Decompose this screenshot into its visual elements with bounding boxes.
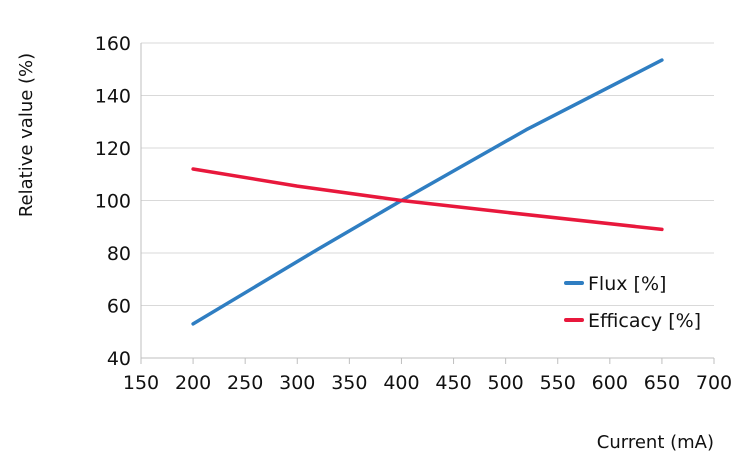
y-tick-label-120: 120: [95, 138, 131, 160]
legend-label-efficacy: Efficacy [%]: [588, 310, 701, 332]
x-tick-label-450: 450: [435, 372, 471, 394]
legend: Flux [%] Efficacy [%]: [564, 273, 701, 332]
y-tick-label-80: 80: [107, 243, 131, 265]
x-tick-label-400: 400: [383, 372, 419, 394]
tick-labels: 40 60 80 100 120 140 160 150 200 250 300 350 400 450 5…: [95, 33, 732, 394]
series-line-efficacy: [191, 167, 664, 232]
x-tick-label-700: 700: [696, 372, 732, 394]
y-tick-label-60: 60: [107, 296, 131, 318]
y-tick-label-40: 40: [107, 348, 131, 370]
axes: [140, 43, 715, 364]
y-tick-label-100: 100: [95, 191, 131, 213]
series: [191, 58, 664, 326]
gridlines: [141, 42, 714, 306]
x-tick-label-250: 250: [227, 372, 263, 394]
x-tick-label-350: 350: [331, 372, 367, 394]
x-tick-label-200: 200: [175, 372, 211, 394]
y-axis-title: Relative value (%): [16, 53, 37, 217]
y-tick-label-140: 140: [95, 86, 131, 108]
x-axis-title: Current (mA): [597, 432, 714, 453]
x-tick-label-500: 500: [488, 372, 524, 394]
legend-label-flux: Flux [%]: [588, 273, 666, 295]
x-tick-label-150: 150: [123, 372, 159, 394]
x-tick-label-300: 300: [279, 372, 315, 394]
x-tick-label-650: 650: [644, 372, 680, 394]
y-tick-label-160: 160: [95, 33, 131, 55]
x-tick-label-550: 550: [540, 372, 576, 394]
x-tick-label-600: 600: [592, 372, 628, 394]
